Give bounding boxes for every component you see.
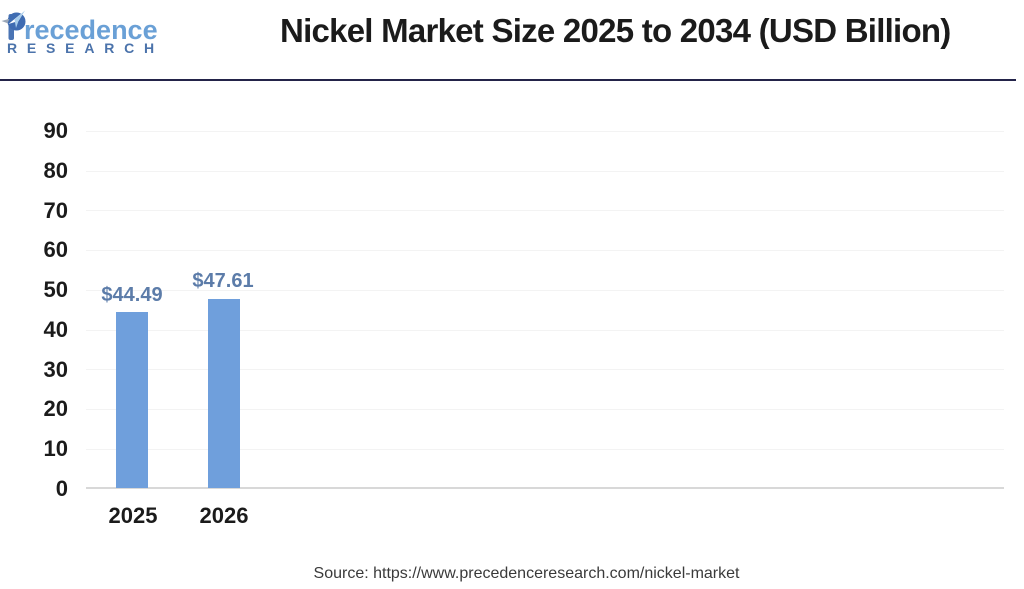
svg-text:RESEARCH: RESEARCH xyxy=(7,40,164,56)
svg-text:recedence: recedence xyxy=(24,15,158,45)
